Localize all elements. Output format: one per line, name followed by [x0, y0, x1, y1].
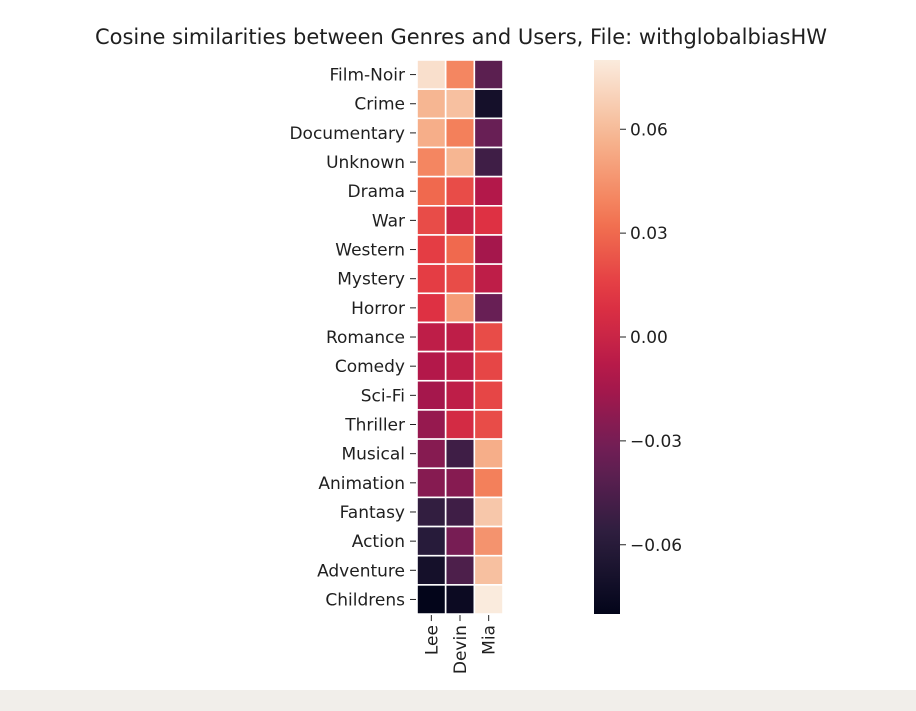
row-labels: Film-Noir Crime Documentary Unknown Drama War…	[289, 66, 416, 610]
column-labels: Lee Devin Mia	[422, 615, 500, 674]
row-label: Film-Noir	[329, 66, 405, 86]
heatmap-cell	[444, 292, 476, 324]
heatmap-cell	[444, 438, 476, 470]
heatmap-cell	[416, 554, 447, 586]
heatmap-cell	[473, 88, 504, 120]
heatmap-cell	[473, 409, 504, 440]
heatmap-cell	[444, 467, 476, 499]
heatmap-cell	[473, 467, 504, 499]
heatmap-cell	[444, 554, 476, 586]
heatmap-cell	[473, 350, 504, 382]
heatmap-cell	[416, 467, 447, 499]
heatmap-cell	[473, 584, 504, 615]
heatmap-cell	[444, 59, 476, 90]
row-label: Drama	[348, 182, 405, 202]
row-label: Horror	[351, 299, 405, 319]
heatmap-cell	[473, 146, 504, 178]
heatmap-cell	[416, 292, 447, 324]
row-label: Action	[352, 532, 405, 552]
row-label: Animation	[318, 474, 405, 494]
colorbar	[594, 60, 620, 614]
heatmap-cell	[473, 263, 504, 295]
colorbar-tick-label: 0.03	[630, 224, 668, 244]
row-label: Sci-Fi	[361, 386, 405, 406]
heatmap-cell	[473, 525, 504, 557]
row-label: Western	[335, 241, 405, 261]
heatmap-cell	[444, 496, 476, 528]
row-label: Adventure	[317, 561, 405, 581]
heatmap-cell	[473, 496, 504, 528]
row-label: Unknown	[326, 153, 405, 173]
heatmap-cell	[416, 234, 447, 265]
heatmap-cell	[473, 205, 504, 236]
heatmap-cell	[416, 88, 447, 120]
colorbar-tick-label: 0.00	[630, 328, 668, 348]
heatmap-cell	[473, 292, 504, 324]
heatmap-cell	[473, 175, 504, 207]
colorbar-tick-label: 0.06	[630, 120, 668, 140]
heatmap-cell	[473, 438, 504, 470]
heatmap-cell	[444, 263, 476, 295]
heatmap-cell	[444, 88, 476, 120]
heatmap-cell	[416, 59, 447, 90]
heatmap-cell	[444, 584, 476, 615]
row-label: War	[372, 211, 405, 231]
heatmap-cell	[416, 263, 447, 295]
heatmap-cell	[416, 175, 447, 207]
heatmap-cell	[416, 525, 447, 557]
row-label: Musical	[341, 445, 405, 465]
heatmap-cell	[444, 146, 476, 178]
column-label: Mia	[480, 625, 500, 655]
heatmap-cell	[444, 205, 476, 236]
heatmap-cell	[416, 350, 447, 382]
heatmap-cell	[473, 234, 504, 265]
heatmap-cell	[416, 496, 447, 528]
colorbar-tick-label: −0.06	[630, 536, 682, 556]
heatmap-cell	[444, 321, 476, 353]
heatmap-cell	[473, 379, 504, 411]
heatmap-cells	[416, 59, 504, 615]
heatmap-cell	[416, 146, 447, 178]
colorbar-ticks: 0.06 0.03 0.00 −0.03 −0.06	[620, 120, 682, 556]
row-label: Romance	[326, 328, 405, 348]
heatmap-cell	[473, 117, 504, 149]
footer-band	[0, 690, 916, 711]
heatmap-cell	[444, 409, 476, 440]
heatmap-cell	[444, 379, 476, 411]
row-label: Comedy	[335, 357, 405, 377]
chart-title: Cosine similarities between Genres and U…	[95, 25, 827, 49]
heatmap-cell	[473, 554, 504, 586]
heatmap-cell	[416, 117, 447, 149]
heatmap-cell	[416, 321, 447, 353]
heatmap-cell	[416, 205, 447, 236]
column-label: Lee	[422, 625, 442, 655]
heatmap-cell	[444, 234, 476, 265]
row-label: Crime	[354, 95, 405, 115]
row-label: Mystery	[337, 270, 405, 290]
heatmap-cell	[473, 59, 504, 90]
heatmap-cell	[416, 409, 447, 440]
heatmap-cell	[416, 438, 447, 470]
row-label: Childrens	[325, 590, 405, 610]
colorbar-tick-label: −0.03	[630, 432, 682, 452]
heatmap-cell	[444, 350, 476, 382]
heatmap-cell	[473, 321, 504, 353]
row-label: Documentary	[289, 124, 405, 144]
heatmap-cell	[416, 584, 447, 615]
heatmap-cell	[444, 117, 476, 149]
row-label: Fantasy	[340, 503, 405, 523]
row-label: Thriller	[344, 416, 405, 436]
heatmap-cell	[444, 175, 476, 207]
heatmap-cell	[416, 379, 447, 411]
column-label: Devin	[451, 625, 471, 674]
heatmap-cell	[444, 525, 476, 557]
